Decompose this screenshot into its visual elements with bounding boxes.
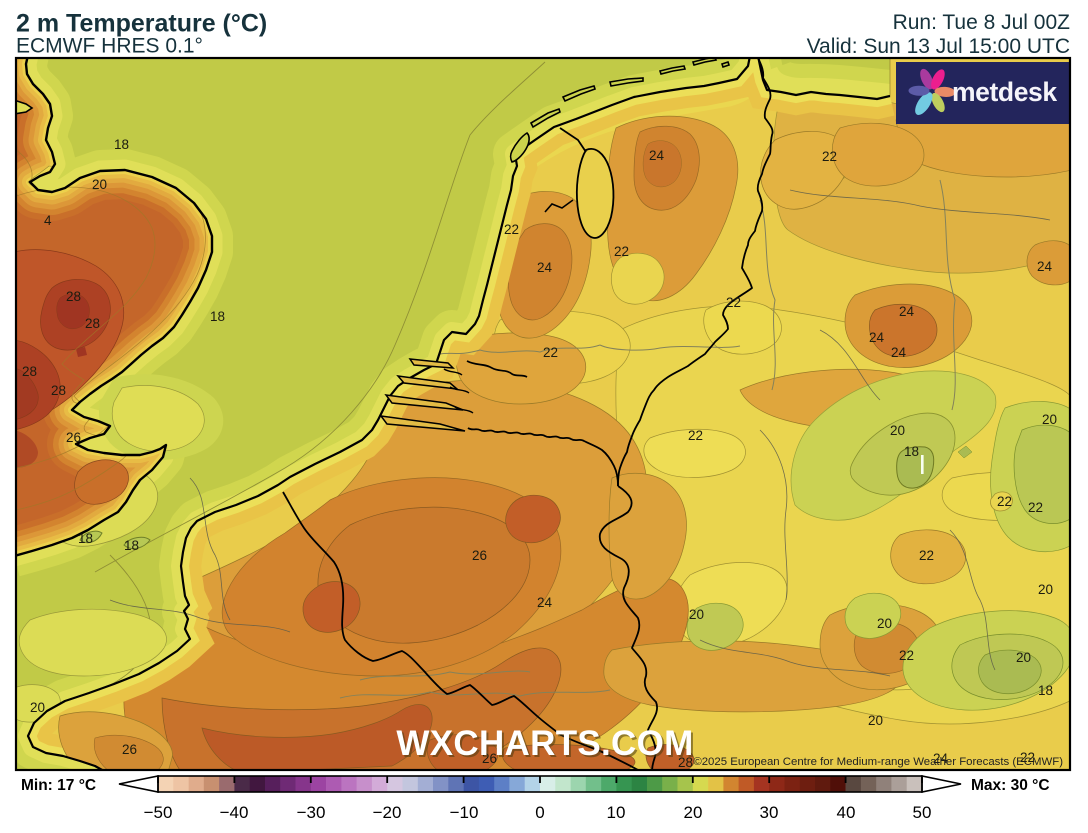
svg-text:20: 20 <box>92 177 107 192</box>
svg-text:20: 20 <box>890 423 905 438</box>
svg-text:24: 24 <box>537 260 553 275</box>
svg-text:22: 22 <box>899 648 914 663</box>
svg-text:24: 24 <box>869 330 885 345</box>
svg-text:18: 18 <box>78 531 93 546</box>
svg-text:28: 28 <box>66 289 81 304</box>
svg-text:−50: −50 <box>144 803 173 822</box>
svg-text:18: 18 <box>210 309 225 324</box>
svg-text:22: 22 <box>504 222 519 237</box>
svg-text:26: 26 <box>482 751 497 766</box>
svg-text:22: 22 <box>614 244 629 259</box>
svg-text:24: 24 <box>933 751 949 766</box>
svg-text:22: 22 <box>543 345 558 360</box>
svg-text:−20: −20 <box>373 803 402 822</box>
svg-text:20: 20 <box>1038 582 1053 597</box>
svg-text:metdesk: metdesk <box>952 77 1057 107</box>
svg-text:−40: −40 <box>220 803 249 822</box>
svg-text:20: 20 <box>1042 412 1057 427</box>
svg-text:ECMWF HRES 0.1°: ECMWF HRES 0.1° <box>16 35 203 58</box>
svg-text:24: 24 <box>899 304 915 319</box>
svg-text:20: 20 <box>689 607 704 622</box>
svg-text:18: 18 <box>904 444 919 459</box>
svg-text:20: 20 <box>868 713 883 728</box>
svg-text:WXCHARTS.COM: WXCHARTS.COM <box>396 724 693 763</box>
svg-text:18: 18 <box>1038 683 1053 698</box>
svg-text:2 m Temperature (°C): 2 m Temperature (°C) <box>16 10 267 38</box>
svg-text:26: 26 <box>122 742 137 757</box>
svg-text:22: 22 <box>1028 500 1043 515</box>
svg-text:22: 22 <box>822 149 837 164</box>
svg-text:50: 50 <box>913 803 932 822</box>
svg-text:24: 24 <box>1037 259 1053 274</box>
svg-text:28: 28 <box>51 383 66 398</box>
svg-text:22: 22 <box>997 494 1012 509</box>
svg-text:22: 22 <box>1020 750 1035 765</box>
svg-text:26: 26 <box>472 548 487 563</box>
svg-text:−30: −30 <box>297 803 326 822</box>
svg-text:24: 24 <box>649 148 665 163</box>
svg-text:26: 26 <box>66 430 81 445</box>
svg-text:22: 22 <box>688 428 703 443</box>
svg-text:20: 20 <box>684 803 703 822</box>
svg-text:18: 18 <box>124 538 139 553</box>
svg-text:©2025 European Centre for Medi: ©2025 European Centre for Medium-range W… <box>693 756 1063 768</box>
svg-text:18: 18 <box>114 137 129 152</box>
svg-text:Valid: Sun 13 Jul 15:00 UTC: Valid: Sun 13 Jul 15:00 UTC <box>807 35 1070 58</box>
svg-text:Min: 17 °C: Min: 17 °C <box>21 777 96 794</box>
svg-text:0: 0 <box>535 803 544 822</box>
svg-text:Max: 30 °C: Max: 30 °C <box>971 777 1050 794</box>
svg-text:20: 20 <box>1016 650 1031 665</box>
svg-text:28: 28 <box>678 755 693 770</box>
svg-text:22: 22 <box>919 548 934 563</box>
svg-text:40: 40 <box>837 803 856 822</box>
svg-text:20: 20 <box>30 700 45 715</box>
svg-text:24: 24 <box>891 345 907 360</box>
svg-text:10: 10 <box>607 803 626 822</box>
svg-text:24: 24 <box>537 595 553 610</box>
svg-text:WXCHARTS.COM: WXCHARTS.COM <box>398 726 695 765</box>
svg-text:22: 22 <box>726 295 741 310</box>
svg-text:Run: Tue 8 Jul 00Z: Run: Tue 8 Jul 00Z <box>893 11 1071 34</box>
svg-text:4: 4 <box>44 213 52 228</box>
svg-text:30: 30 <box>760 803 779 822</box>
svg-text:20: 20 <box>877 616 892 631</box>
svg-text:−10: −10 <box>450 803 479 822</box>
svg-text:28: 28 <box>22 364 37 379</box>
svg-text:28: 28 <box>85 316 100 331</box>
